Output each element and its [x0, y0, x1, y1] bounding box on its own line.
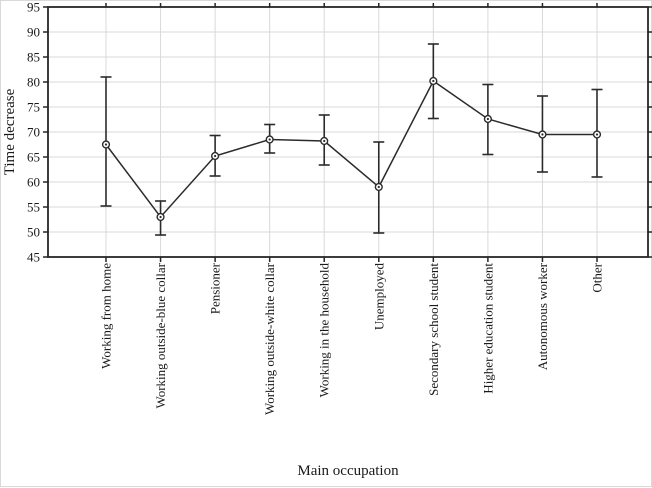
x-axis-title: Main occupation — [297, 463, 399, 479]
data-point-center-dot — [268, 138, 271, 141]
y-axis-title: Time decrease — [2, 88, 18, 175]
data-point-center-dot — [377, 185, 380, 189]
y-tick-label: 85 — [27, 50, 40, 65]
y-tick-label: 60 — [27, 175, 40, 190]
data-point-center-dot — [486, 117, 489, 121]
x-category-label: Autonomous worker — [535, 262, 550, 370]
x-category-label: Working outside-white collar — [262, 262, 277, 415]
x-category-label: Working from home — [99, 263, 114, 369]
y-tick-label: 50 — [27, 225, 40, 240]
y-tick-label: 55 — [27, 200, 40, 215]
data-point-center-dot — [541, 133, 544, 136]
data-point-center-dot — [214, 154, 217, 158]
x-category-label: Working outside-blue collar — [153, 262, 168, 408]
y-tick-label: 45 — [27, 250, 40, 265]
x-category-label: Secondary school student — [426, 263, 441, 396]
series-line — [105, 79, 597, 219]
data-point-center-dot — [595, 133, 599, 136]
y-tick-label: 65 — [27, 150, 40, 165]
data-point-center-dot — [159, 215, 162, 219]
data-point-center-dot — [432, 79, 435, 83]
data-point-center-dot — [323, 139, 326, 143]
y-tick-label: 95 — [27, 1, 40, 15]
y-tick-label: 75 — [27, 100, 40, 115]
y-tick-label: 90 — [27, 25, 40, 40]
y-tick-label: 80 — [27, 75, 40, 90]
y-tick-label: 70 — [27, 125, 40, 140]
x-category-label: Unemployed — [371, 263, 386, 331]
data-point-center-dot — [104, 143, 108, 146]
x-category-label: Working in the household — [317, 263, 332, 398]
x-category-label: Higher education student — [480, 263, 495, 394]
x-category-label: Other — [590, 262, 605, 292]
x-category-label: Pensioner — [208, 262, 223, 314]
